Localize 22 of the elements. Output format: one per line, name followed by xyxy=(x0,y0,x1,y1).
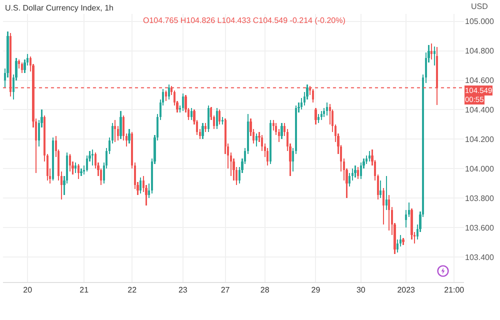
x-tick-label: 27 xyxy=(220,286,230,295)
annotation: O104.765 H104.826 L104.433 C104.549 -0.214 (-0.20%) xyxy=(143,16,346,25)
x-tick-label: 30 xyxy=(356,286,366,295)
x-tick-label: 21 xyxy=(80,286,90,295)
y-tick-label: 104.400 xyxy=(465,106,494,115)
x-tick-label: 28 xyxy=(260,286,270,295)
x-tick-label: 22 xyxy=(128,286,138,295)
y-tick-label: 103.600 xyxy=(465,223,494,232)
y-tick-label: 103.400 xyxy=(465,252,494,262)
y-tick-label: 103.800 xyxy=(465,194,494,203)
text: USD xyxy=(471,2,488,11)
x-tick-label: 23 xyxy=(178,286,188,295)
chart-title: U.S. Dollar Currency Index, 1h xyxy=(5,3,114,12)
y-tick-label: 105.000 xyxy=(465,17,494,26)
x-tick-label: 29 xyxy=(311,286,321,295)
y-tick-label: 104.000 xyxy=(465,164,494,174)
x-tick-label: 21:00 xyxy=(444,286,465,295)
x-tick-label: 2023 xyxy=(397,286,416,295)
y-tick-label: 104.800 xyxy=(465,46,494,56)
y-tick-label: 104.200 xyxy=(465,134,494,144)
y-tick-label: 104.600 xyxy=(465,76,494,86)
x-tick-label: 20 xyxy=(23,286,33,295)
